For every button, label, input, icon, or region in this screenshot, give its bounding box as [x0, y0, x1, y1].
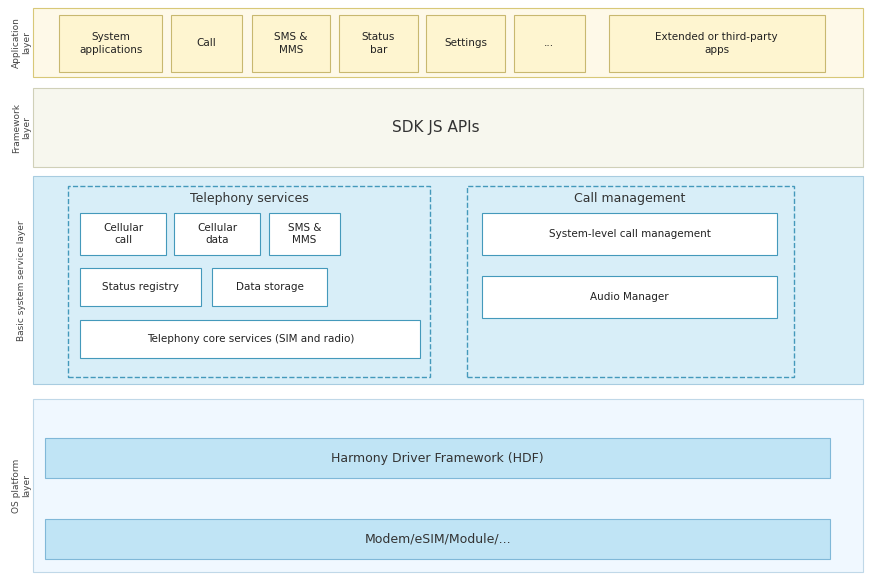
Text: Data storage: Data storage	[235, 282, 303, 292]
Bar	[33, 176, 863, 384]
Bar	[45, 519, 830, 559]
Bar	[171, 15, 242, 72]
Bar	[33, 399, 863, 572]
Text: Harmony Driver Framework (HDF): Harmony Driver Framework (HDF)	[331, 452, 544, 465]
Bar	[80, 213, 166, 255]
Text: Extended or third-party
apps: Extended or third-party apps	[656, 32, 778, 55]
Text: Application
layer: Application layer	[12, 18, 31, 68]
Bar	[212, 268, 327, 306]
Bar	[174, 213, 260, 255]
Bar	[33, 8, 863, 77]
Text: System
applications: System applications	[79, 32, 142, 55]
Text: Modem/eSIM/Module/...: Modem/eSIM/Module/...	[364, 532, 511, 545]
Text: SMS &
MMS: SMS & MMS	[275, 32, 308, 55]
Text: Telephony services: Telephony services	[189, 193, 309, 205]
Bar	[426, 15, 505, 72]
Text: Status
bar: Status bar	[362, 32, 395, 55]
Text: Telephony core services (SIM and radio): Telephony core services (SIM and radio)	[146, 334, 354, 344]
Text: System-level call management: System-level call management	[548, 229, 711, 239]
Text: SMS &
MMS: SMS & MMS	[288, 224, 321, 245]
Bar	[45, 438, 830, 478]
Text: Framework
layer: Framework layer	[12, 103, 31, 153]
Bar	[80, 268, 201, 306]
Text: Cellular
data: Cellular data	[197, 224, 237, 245]
Bar	[59, 15, 162, 72]
Text: OS platform
layer: OS platform layer	[12, 459, 31, 513]
Text: Call management: Call management	[575, 193, 685, 205]
Bar	[514, 15, 585, 72]
Text: ...: ...	[544, 38, 555, 49]
Bar	[482, 213, 777, 255]
Bar	[467, 186, 794, 377]
Text: SDK JS APIs: SDK JS APIs	[392, 120, 480, 136]
Text: Audio Manager: Audio Manager	[590, 292, 669, 302]
Text: Status registry: Status registry	[102, 282, 179, 292]
Bar	[269, 213, 340, 255]
Bar	[33, 88, 863, 167]
Bar	[68, 186, 430, 377]
Text: Call: Call	[197, 38, 216, 49]
Text: Cellular
call: Cellular call	[103, 224, 143, 245]
Text: Settings: Settings	[444, 38, 487, 49]
Bar	[80, 320, 420, 358]
Bar	[482, 276, 777, 318]
Bar	[252, 15, 330, 72]
Bar	[339, 15, 418, 72]
Text: Basic system service layer: Basic system service layer	[17, 220, 26, 341]
Bar	[609, 15, 825, 72]
